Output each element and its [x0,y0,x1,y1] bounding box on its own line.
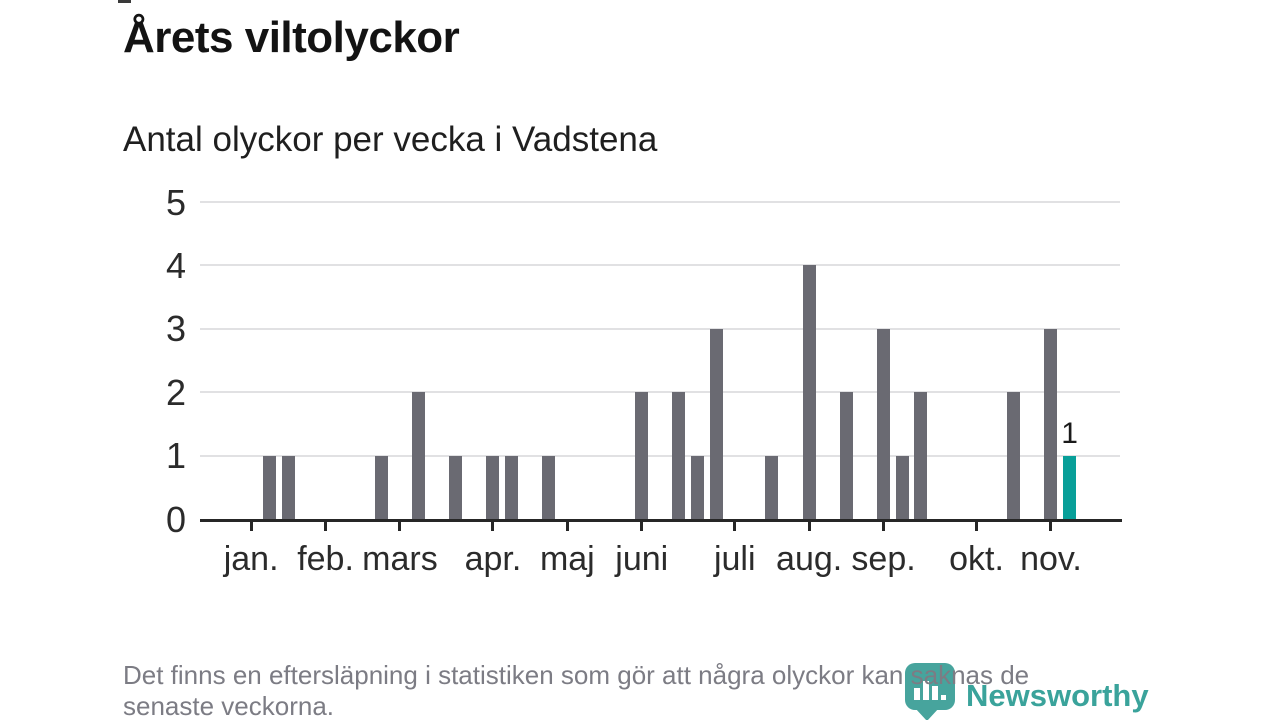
x-tick-feb [324,522,328,531]
bar-week-27 [691,455,705,519]
bar-week-14 [449,455,463,519]
x-axis-line [200,519,1122,522]
bar-week-5 [281,455,295,519]
logo-dot-icon [941,695,946,700]
x-axis-label-jan: jan. [223,540,279,578]
bar-week-39 [914,392,928,519]
logo-pin-pointer [915,708,939,720]
footer-note-line-2: senaste veckorna. [123,691,335,720]
bar-week-12 [412,392,426,519]
y-axis-label-3: 3 [165,308,186,350]
bar-week-44 [1007,392,1021,519]
x-axis-label-juli: juli [713,540,756,578]
bar-week-26 [672,392,686,519]
bar-week-16 [486,455,500,519]
x-axis-label-sep: sep. [851,540,916,578]
x-tick-apr [491,522,495,531]
y-axis-label-2: 2 [165,371,186,413]
bar-week-46 [1044,328,1058,519]
y-axis-label-1: 1 [165,435,186,477]
y-axis-label-5: 5 [165,181,186,223]
gridline-y-4 [200,264,1120,267]
logo-pin-icon [905,663,955,710]
bar-week-35 [839,392,853,519]
bar-week-17 [505,455,519,519]
gridline-y-2 [200,391,1120,394]
x-axis-label-maj: maj [539,540,595,578]
x-tick-okt [975,522,979,531]
gridline-y-1 [200,454,1120,457]
bar-week-28 [709,328,723,519]
gridline-y-3 [200,327,1120,330]
x-axis-label-feb: feb. [297,540,354,578]
x-axis-label-okt: okt. [949,540,1004,578]
x-axis-label-juni: juni [615,540,669,578]
bar-week-47-highlighted [1063,455,1077,519]
page-title: Årets viltolyckor [123,13,460,62]
bar-week-31 [765,455,779,519]
bar-week-37 [877,328,891,519]
y-axis-label-0: 0 [165,498,186,540]
x-axis-label-nov: nov. [1020,540,1082,578]
bar-week-19 [542,455,556,519]
x-tick-juli [733,522,737,531]
x-axis-label-mars: mars [362,540,438,578]
chart-subtitle: Antal olyckor per vecka i Vadstena [123,120,658,159]
x-tick-maj [565,522,569,531]
bar-week-10 [374,455,388,519]
bar-week-33 [802,265,816,519]
gridline-y-5 [200,201,1120,203]
top-edge-artifact [118,0,131,3]
y-axis-label-4: 4 [165,244,186,286]
x-tick-sep [882,522,886,531]
bar-week-4 [263,455,277,519]
logo-chart-bar-icon [914,688,920,700]
bar-value-label: 1 [1061,416,1078,450]
x-tick-nov [1049,522,1053,531]
x-tick-mars [398,522,402,531]
x-tick-aug [807,522,811,531]
x-axis-label-apr: apr. [464,540,522,578]
footer-note: Det finns en eftersläpning i statistiken… [123,660,1029,720]
bar-week-38 [895,455,909,519]
brand-name: Newsworthy [966,678,1149,713]
footer-note-line-1: Det finns en eftersläpning i statistiken… [123,660,1030,690]
x-axis-label-aug: aug. [776,540,843,578]
bar-week-24 [635,392,649,519]
logo-chart-bar-icon [932,686,938,700]
logo-chart-bar-icon [923,681,929,700]
x-tick-jan [249,522,253,531]
x-tick-juni [640,522,644,531]
